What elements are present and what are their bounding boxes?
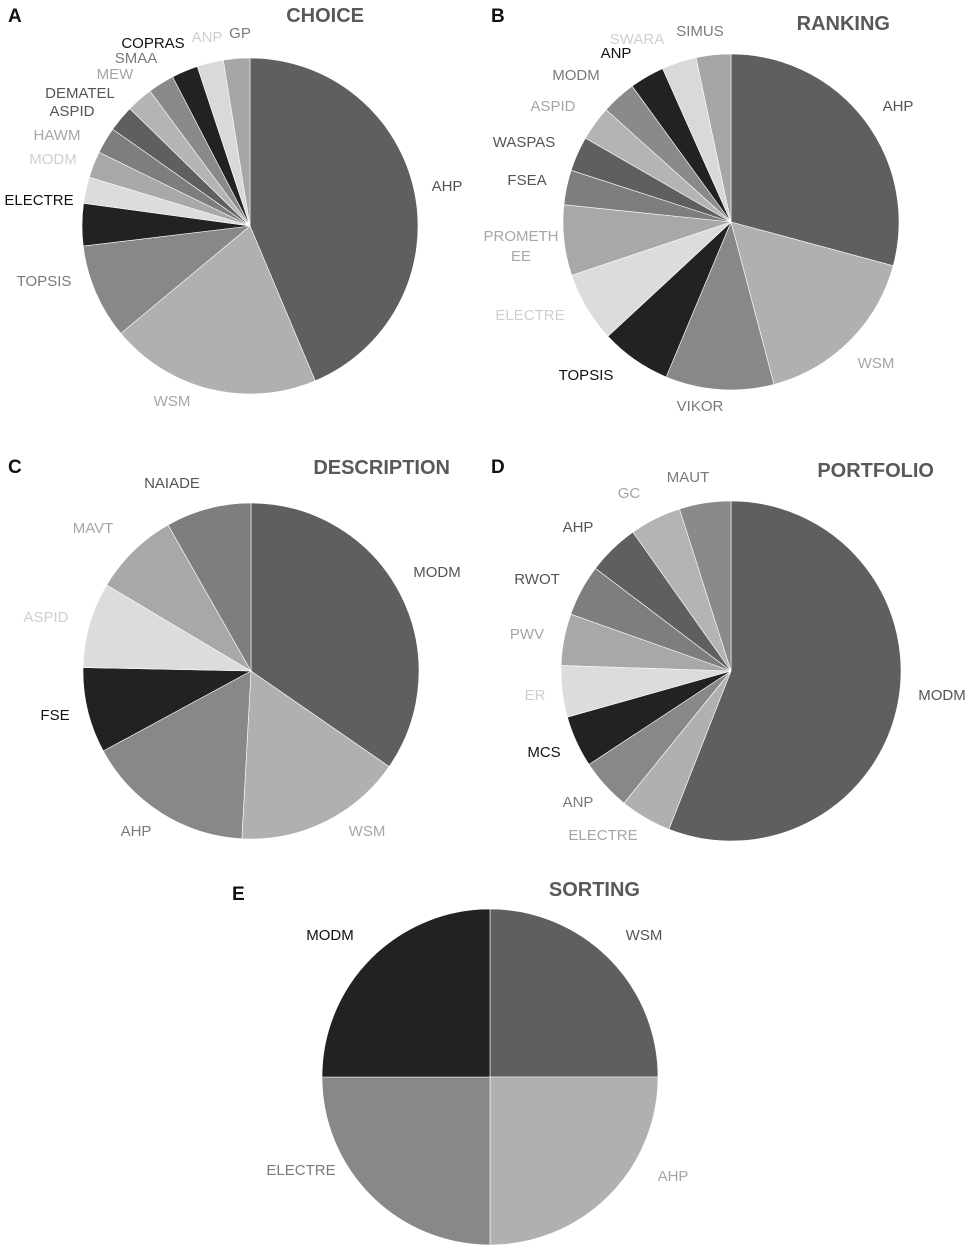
slice-label-simus: SIMUS bbox=[676, 23, 724, 40]
pie-slice-ahp bbox=[489, 1076, 659, 1246]
slice-label-modm: MODM bbox=[306, 927, 354, 944]
slice-label-pwv: PWV bbox=[510, 626, 544, 643]
panel-letter: D bbox=[491, 457, 505, 478]
panel-title: PORTFOLIO bbox=[817, 460, 934, 482]
slice-label-electre: ELECTRE bbox=[568, 827, 637, 844]
panel-letter: A bbox=[8, 6, 22, 27]
slice-label-electre: ELECTRE bbox=[495, 307, 564, 324]
pie-slice-ahp bbox=[102, 670, 252, 840]
slice-label-swara: SWARA bbox=[610, 31, 664, 48]
pie-slice-modm bbox=[321, 908, 491, 1078]
pie-panel-e: E SORTING WSM AHP ELECTRE MODM bbox=[232, 879, 689, 1246]
slice-label-wsm: WSM bbox=[154, 393, 191, 410]
slice-label-fse: FSE bbox=[40, 707, 69, 724]
pie-slice-mavt bbox=[106, 524, 252, 672]
slice-label-wsm: WSM bbox=[626, 927, 663, 944]
panel-title: DESCRIPTION bbox=[313, 457, 450, 479]
slice-label-ahp: AHP bbox=[121, 823, 152, 840]
panel-letter: B bbox=[491, 6, 505, 27]
panel-letter: C bbox=[8, 457, 22, 478]
slice-label-wsm: WSM bbox=[858, 355, 895, 372]
slice-label-aspid: ASPID bbox=[530, 98, 575, 115]
slice-label-mew: MEW bbox=[97, 66, 135, 83]
slice-label-rwot: RWOT bbox=[514, 571, 560, 588]
pie-slice-fse bbox=[82, 667, 253, 752]
pie-panel-d: D PORTFOLIO MODM ELECTRE ANP MCS ER PWV RWOT AHP G… bbox=[491, 457, 966, 844]
panel-title: SORTING bbox=[549, 879, 640, 901]
pie-slice-maut bbox=[679, 500, 732, 672]
slice-label-gp: GP bbox=[229, 25, 251, 42]
slice-label-topsis: TOPSIS bbox=[17, 273, 72, 290]
slice-label-electre: ELECTRE bbox=[4, 192, 73, 209]
pie-slice-wsm bbox=[241, 670, 390, 840]
slice-label-electre: ELECTRE bbox=[266, 1162, 335, 1179]
slice-label-ahp: AHP bbox=[432, 178, 463, 195]
slice-label-hawm: HAWM bbox=[34, 127, 81, 144]
slice-label-vikor: VIKOR bbox=[677, 398, 724, 415]
pie-panel-b: B RANKING AHP WSM VIKOR TOPSIS ELECTRE PROMETH E… bbox=[484, 6, 914, 415]
slice-label-anp: ANP bbox=[601, 45, 632, 62]
slice-label-modm: MODM bbox=[29, 151, 77, 168]
slice-label-ahp: AHP bbox=[563, 519, 594, 536]
slice-label-promethee: PROMETH EE bbox=[484, 228, 559, 265]
slice-label-dematel: DEMATEL bbox=[45, 85, 115, 102]
slice-label-ahp: AHP bbox=[883, 98, 914, 115]
slice-label-aspid: ASPID bbox=[23, 609, 68, 626]
panel-title: CHOICE bbox=[286, 5, 364, 27]
pie-slice-simus bbox=[695, 53, 732, 223]
panel-letter: E bbox=[232, 884, 245, 905]
pie-panel-c: C DESCRIPTION MODM WSM AHP FSE ASPID MAVT NAIADE bbox=[8, 457, 461, 840]
pie-slice-ahp bbox=[249, 57, 419, 382]
slice-label-smaa: SMAA bbox=[115, 50, 158, 67]
pie-slice-wsm bbox=[120, 225, 316, 395]
slice-label-mavt: MAVT bbox=[73, 520, 114, 537]
slice-label-anp: ANP bbox=[563, 794, 594, 811]
slice-label-ahp: AHP bbox=[658, 1168, 689, 1185]
slice-label-waspas: WASPAS bbox=[493, 134, 556, 151]
pie-slice-aspid bbox=[82, 584, 253, 672]
slice-label-anp: ANP bbox=[192, 29, 223, 46]
slice-label-modm: MODM bbox=[552, 67, 600, 84]
pie-slice-gp bbox=[222, 57, 251, 227]
slice-label-maut: MAUT bbox=[667, 469, 710, 486]
panel-title: RANKING bbox=[797, 13, 890, 35]
slice-label-aspid: ASPID bbox=[49, 103, 94, 120]
slice-label-modm: MODM bbox=[918, 687, 966, 704]
slice-label-modm: MODM bbox=[413, 564, 461, 581]
pie-slice-wsm bbox=[730, 221, 894, 385]
pie-panel-a: A CHOICE AHP WSM TOPSIS ELECTRE MODM HAWM ASPIDD… bbox=[4, 5, 462, 410]
pie-slice-ahp bbox=[730, 53, 900, 267]
slice-label-fsea: FSEA bbox=[507, 172, 546, 189]
pie-slice-modm bbox=[250, 502, 420, 767]
slice-label-er: ER bbox=[525, 687, 546, 704]
slice-label-gc: GC bbox=[618, 485, 641, 502]
slice-label-topsis: TOPSIS bbox=[559, 367, 614, 384]
pie-slice-vikor bbox=[665, 221, 775, 391]
pie-slice-modm bbox=[668, 500, 902, 842]
slice-label-wsm: WSM bbox=[349, 823, 386, 840]
pie-slice-naiade bbox=[167, 502, 252, 673]
pie-slice-topsis bbox=[82, 225, 251, 334]
pie-slice-wsm bbox=[489, 908, 659, 1078]
slice-label-copras: COPRAS bbox=[121, 35, 184, 52]
slice-label-mcs: MCS bbox=[527, 744, 560, 761]
slice-label-naiade: NAIADE bbox=[144, 475, 200, 492]
pie-slice-electre bbox=[321, 1076, 491, 1246]
